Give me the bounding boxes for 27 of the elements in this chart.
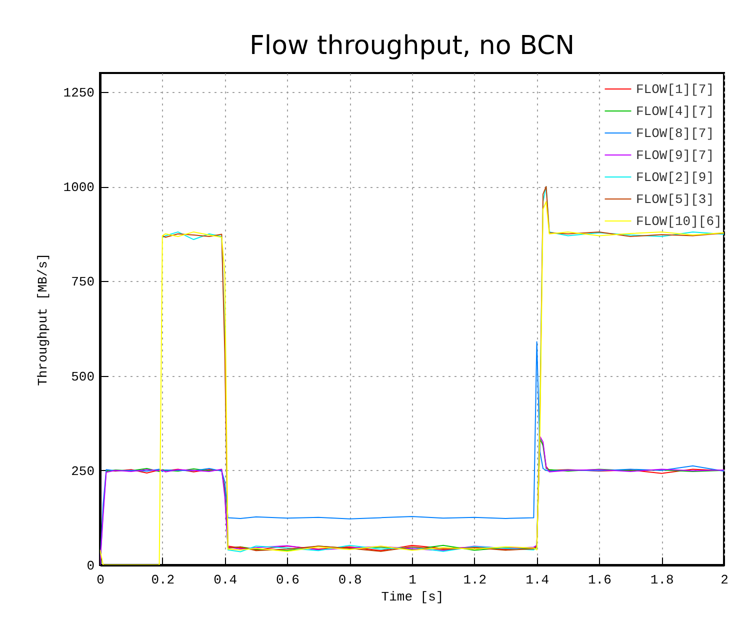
y-tick-label: 500: [71, 369, 94, 384]
x-tick-label: 1.6: [588, 572, 612, 588]
x-tick-label: 0.2: [151, 572, 175, 588]
x-tick-label: 0.8: [338, 572, 362, 588]
x-tick-label: 2: [720, 572, 728, 588]
x-tick-label: 0.6: [276, 572, 300, 588]
y-tick-label: 0: [86, 558, 94, 574]
x-tick-label: 1.8: [650, 572, 674, 588]
legend-label: FLOW[2][9]: [636, 170, 714, 185]
y-tick-label: 1000: [63, 180, 94, 196]
legend-label: FLOW[10][6]: [636, 214, 722, 229]
legend-label: FLOW[9][7]: [636, 148, 714, 163]
y-axis-title: Throughput [MB/s]: [35, 253, 50, 386]
legend-label: FLOW[1][7]: [636, 82, 714, 97]
chart-title: Flow throughput, no BCN: [249, 31, 575, 61]
legend-label: FLOW[4][7]: [636, 104, 714, 119]
legend-label: FLOW[8][7]: [636, 126, 714, 141]
y-tick-label: 1250: [63, 85, 94, 100]
x-axis-title: Time [s]: [381, 590, 444, 604]
x-tick-label: 1.2: [463, 572, 487, 588]
x-tick-label: 1: [408, 572, 417, 588]
y-tick-label: 750: [71, 274, 94, 290]
x-tick-label: 0.4: [214, 572, 238, 588]
legend-label: FLOW[5][3]: [636, 192, 714, 207]
x-tick-label: 0: [96, 572, 104, 588]
y-tick-label: 250: [71, 464, 94, 479]
x-tick-label: 1.4: [526, 572, 550, 588]
